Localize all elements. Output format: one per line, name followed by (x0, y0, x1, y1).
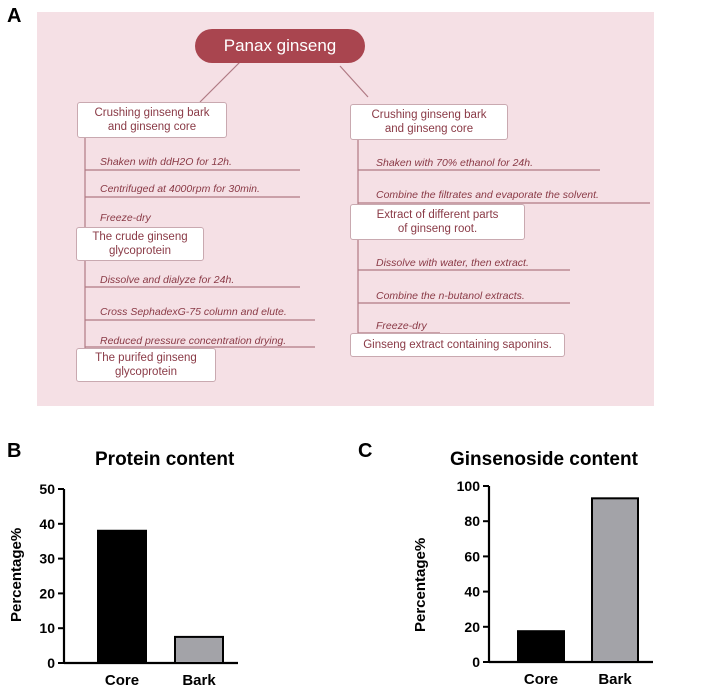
chart-c-y-tick-label-60: 60 (464, 548, 480, 564)
chart-c-y-tick-label-0: 0 (472, 654, 480, 670)
right-step-1: Shaken with 70% ethanol for 24h. (376, 157, 534, 169)
chart-c-y-tick-label-40: 40 (464, 584, 480, 600)
chart-c-bar-bark (591, 497, 639, 663)
right-step-3: Dissolve with water, then extract. (376, 257, 529, 269)
right-step-5: Freeze-dry (376, 320, 427, 332)
chart-b-x-tick-label-core: Core (105, 672, 139, 689)
right-end-box: Ginseng extract containing saponins. (350, 333, 565, 357)
left-step-1: Shaken with ddH2O for 12h. (100, 156, 232, 168)
chart-b-y-tick-label-50: 50 (39, 481, 55, 497)
right-step-2: Combine the filtrates and evaporate the … (376, 189, 599, 201)
panel-label-a: A (7, 5, 22, 27)
chart-b-y-tick-label-0: 0 (47, 655, 55, 671)
chart-b-y-tick-label-40: 40 (39, 516, 55, 532)
left-end-box: The purifed ginseng glycoprotein (76, 348, 216, 382)
chart-c-y-tick-label-20: 20 (464, 619, 480, 635)
root-node: Panax ginseng (195, 29, 365, 63)
chart-b-bar-core (97, 529, 147, 665)
chart-c-title: Ginsenoside content (450, 449, 638, 470)
right-start-box: Crushing ginseng bark and ginseng core (350, 104, 508, 140)
left-step-3: Freeze-dry (100, 212, 151, 224)
chart-c-bar-core (517, 630, 565, 663)
chart-b-x-tick-label-bark: Bark (182, 672, 216, 689)
right-step-4: Combine the n-butanol extracts. (376, 290, 525, 302)
chart-b-y-tick-label-10: 10 (39, 620, 55, 636)
left-step-4: Dissolve and dialyze for 24h. (100, 274, 235, 286)
chart-b-y-tick-label-30: 30 (39, 551, 55, 567)
left-mid-box: The crude ginseng glycoprotein (76, 227, 204, 261)
chart-c-x-tick-label-core: Core (524, 671, 558, 688)
chart-c-plot: 0 20 40 60 80 100 Core Bark (457, 478, 653, 688)
left-step-5: Cross SephadexG-75 column and elute. (100, 306, 287, 318)
left-step-2: Centrifuged at 4000rpm for 30min. (100, 183, 260, 195)
chart-c-x-tick-label-bark: Bark (598, 671, 632, 688)
chart-b-bar-bark (174, 635, 224, 664)
left-start-box: Crushing ginseng bark and ginseng core (77, 102, 227, 138)
chart-c-y-tick-label-100: 100 (457, 478, 481, 494)
chart-b-title: Protein content (95, 449, 235, 470)
panel-label-c: C (358, 440, 373, 462)
left-step-6: Reduced pressure concentration drying. (100, 335, 287, 347)
chart-b-plot: 0 10 20 30 40 50 Core Bark (39, 481, 238, 689)
panel-label-b: B (7, 440, 22, 462)
right-mid-box: Extract of different parts of ginseng ro… (350, 204, 525, 240)
chart-b-y-tick-label-20: 20 (39, 585, 55, 601)
chart-c-y-tick-label-80: 80 (464, 513, 480, 529)
